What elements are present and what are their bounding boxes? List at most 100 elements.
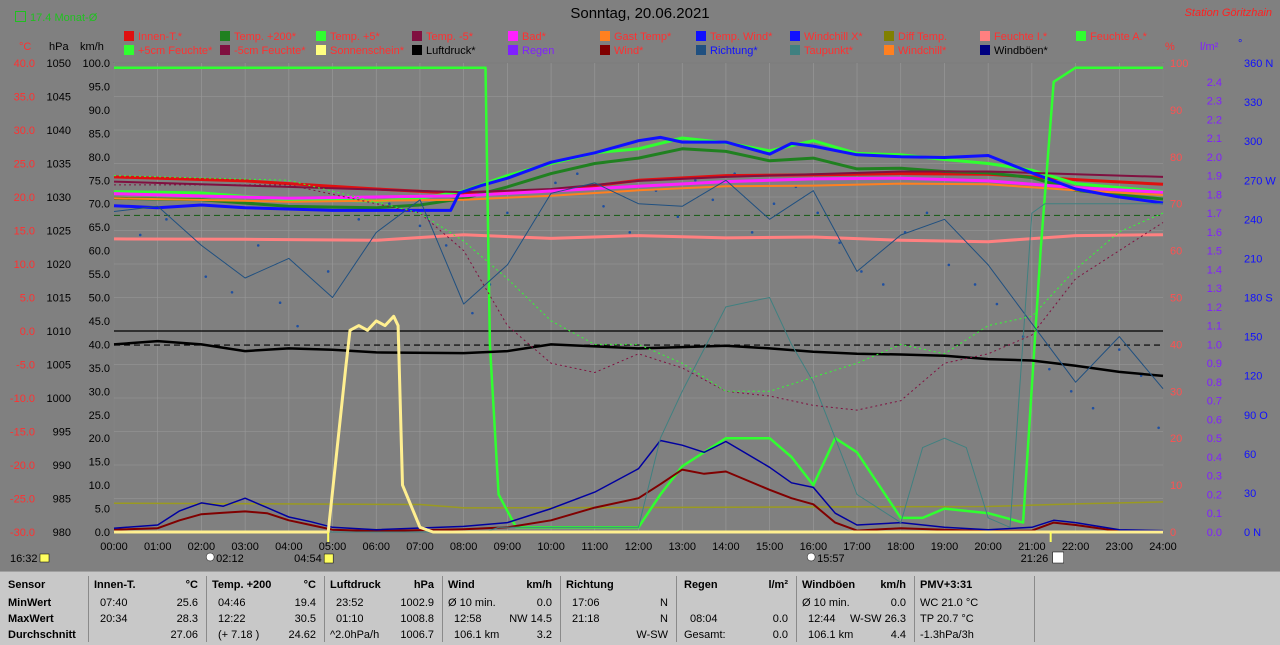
legend-item-wind[interactable]: Wind* — [600, 45, 643, 57]
legend-item-temp-200[interactable]: Temp. +200* — [220, 31, 296, 43]
series-line-diff-temp — [113, 501, 1164, 509]
stats-richtung-header: Richtung — [566, 579, 614, 591]
direction-point — [973, 283, 977, 286]
dir-tick-label: 210 — [1244, 253, 1262, 265]
legend-item-luftdruck[interactable]: Luftdruck* — [412, 45, 476, 57]
regen-total-label: Gesamt: — [684, 629, 726, 641]
direction-point — [278, 301, 282, 305]
stats-regen-unit: l/m² — [768, 579, 788, 591]
moon-icon — [205, 552, 215, 562]
monthly-average-checkbox-icon[interactable] — [15, 11, 26, 22]
legend-item-regen[interactable]: Regen — [508, 45, 554, 57]
dir-tick-label: 360 N — [1244, 58, 1273, 70]
direction-point — [554, 181, 557, 185]
temp-tick-label: 40.0 — [14, 58, 35, 70]
legend-label: Temp. +5* — [330, 31, 380, 43]
legend-item-sonnenschein[interactable]: Sonnenschein* — [316, 45, 404, 57]
temp-tick-label: -10.0 — [10, 393, 35, 405]
legend-item-5cm-feuchte[interactable]: +5cm Feuchte* — [124, 45, 212, 57]
x-tick-label: 00:00 — [100, 541, 128, 553]
x-tick-label: 16:00 — [800, 541, 828, 553]
hpa-tick-label: 1025 — [47, 226, 71, 238]
legend-item-temp-5[interactable]: Temp. +5* — [316, 31, 380, 43]
pct-tick-label: 80 — [1170, 152, 1182, 164]
kmh-tick-label: 100.0 — [82, 58, 110, 70]
direction-point — [1069, 390, 1073, 393]
series-line-feuchte-a — [114, 66, 1163, 529]
direction-point — [711, 198, 715, 202]
legend-label: Feuchte I.* — [994, 31, 1048, 43]
rain-tick-label: 1.1 — [1207, 321, 1222, 333]
legend-item-feuchte-a[interactable]: Feuchte A.* — [1076, 31, 1147, 43]
legend-item-temp-5[interactable]: Temp. -5* — [412, 31, 473, 43]
x-tick-label: 04:00 — [275, 541, 303, 553]
direction-point — [750, 231, 754, 234]
stats-sensor-header: Sensor — [8, 579, 46, 591]
hpa-tick-label: 1015 — [47, 293, 71, 305]
hpa-tick-label: 1035 — [47, 159, 71, 171]
direction-point — [838, 241, 841, 245]
legend-item-windchill[interactable]: Windchill* — [884, 45, 946, 57]
hpa-axis-unit: hPa — [49, 41, 69, 53]
legend-item-5cm-feuchte[interactable]: -5cm Feuchte* — [220, 45, 306, 57]
legend-item-bad[interactable]: Bad* — [508, 31, 546, 43]
boeen-max-value: W-SW 26.3 — [849, 613, 906, 625]
time-marker-left: 16:32 — [10, 553, 38, 565]
x-tick-label: 19:00 — [931, 541, 959, 553]
pct-tick-label: 40 — [1170, 339, 1182, 351]
temp-max-time: 12:22 — [218, 613, 246, 625]
direction-point — [1157, 426, 1160, 430]
stats-temp-unit: °C — [303, 579, 316, 591]
moonset-time: 15:57 — [817, 553, 845, 565]
direction-point — [418, 224, 422, 228]
wind-10min-value: 0.0 — [536, 597, 552, 609]
temp-tick-label: -30.0 — [10, 527, 35, 539]
pct-tick-label: 10 — [1170, 480, 1182, 492]
direction-point — [165, 218, 168, 221]
legend-item-windb-en[interactable]: Windböen* — [980, 45, 1048, 57]
series-line-temp-wind — [113, 135, 1164, 212]
legend-item-feuchte-i[interactable]: Feuchte I.* — [980, 31, 1047, 43]
dir-tick-label: 180 S — [1244, 293, 1273, 305]
temp-axis-unit: °C — [19, 41, 31, 53]
x-tick-label: 14:00 — [712, 541, 740, 553]
dir-tick-label: 30 — [1244, 488, 1256, 500]
x-tick-label: 23:00 — [1106, 541, 1134, 553]
legend-item-richtung[interactable]: Richtung* — [696, 45, 758, 57]
richtung-max-time: 21:18 — [572, 613, 600, 625]
innen-min-time: 07:40 — [100, 597, 128, 609]
x-tick-label: 13:00 — [668, 541, 696, 553]
pmv-windchill: WC 21.0 °C — [920, 597, 979, 609]
legend-item-diff-temp[interactable]: Diff Temp. — [884, 31, 947, 43]
druck-max-value: 1008.8 — [400, 613, 434, 625]
legend-item-temp-wind[interactable]: Temp. Wind* — [696, 31, 772, 43]
direction-point — [138, 233, 142, 237]
dir-tick-label: 90 O — [1244, 410, 1268, 422]
legend-swatch — [124, 45, 134, 55]
rain-tick-label: 0.3 — [1207, 471, 1222, 483]
innen-avg-value: 27.06 — [170, 629, 198, 641]
druck-trend: ^2.0hPa/h — [330, 629, 380, 641]
series-line-windb-en — [113, 439, 1164, 532]
rain-axis-unit: l/m² — [1200, 41, 1219, 53]
kmh-tick-label: 80.0 — [89, 152, 110, 164]
legend-item-innen-t[interactable]: Innen-T.* — [124, 31, 182, 43]
x-tick-label: 07:00 — [406, 541, 434, 553]
moonset-icon — [806, 552, 816, 562]
temp-avg-delta: (+ 7.18 ) — [218, 629, 260, 641]
moonrise-time: 02:12 — [216, 553, 244, 565]
x-tick-label: 03:00 — [231, 541, 259, 553]
pct-tick-label: 90 — [1170, 105, 1182, 117]
legend-item-windchill-x[interactable]: Windchill X* — [790, 31, 863, 43]
pct-tick-label: 70 — [1170, 199, 1182, 211]
legend-item-gast-temp[interactable]: Gast Temp* — [600, 31, 671, 43]
rain-tick-label: 1.0 — [1207, 339, 1222, 351]
wind-10min-label: Ø 10 min. — [448, 597, 496, 609]
weather-chart: °C hPa km/h% l/m² ° 40.0 35.0 30.0 25.0 20.0 15.0 1… — [10, 38, 1276, 565]
legend-swatch — [696, 45, 706, 55]
pmv-taupunkt: TP 20.7 °C — [920, 613, 974, 625]
series-line-temp-5 — [113, 170, 1164, 194]
x-tick-label: 09:00 — [494, 541, 522, 553]
rain-tick-label: 1.9 — [1207, 171, 1222, 183]
legend-item-taupunkt[interactable]: Taupunkt* — [790, 45, 853, 57]
